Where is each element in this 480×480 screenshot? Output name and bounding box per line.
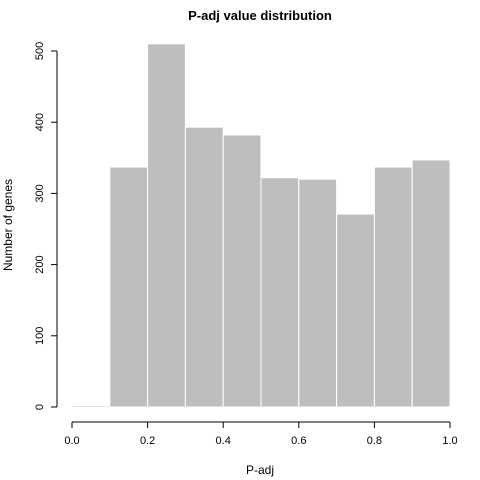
y-tick-label: 400 (34, 113, 46, 131)
histogram-bar (184, 126, 224, 408)
x-tick-label: 0.4 (216, 435, 231, 447)
histogram-bar (336, 213, 375, 408)
y-axis: 0 100 200 300 400 500 (34, 42, 58, 410)
histogram-bar (373, 166, 413, 408)
y-tick-label: 100 (34, 327, 46, 345)
chart-title: P-adj value distribution (188, 8, 332, 23)
histogram-bar (71, 405, 111, 408)
bars-group (71, 43, 451, 408)
y-tick-label: 300 (34, 184, 46, 202)
histogram-bar (147, 43, 186, 408)
y-axis-label: Number of genes (1, 179, 15, 271)
x-axis-label: P-adj (246, 463, 274, 477)
y-tick-label: 500 (34, 42, 46, 60)
x-tick-label: 0.6 (291, 435, 306, 447)
x-axis: 0.0 0.2 0.4 0.6 0.8 1.0 (64, 421, 458, 447)
x-tick-label: 1.0 (442, 435, 457, 447)
histogram-bar (298, 178, 338, 408)
x-tick-label: 0.2 (140, 435, 155, 447)
x-tick-label: 0.8 (367, 435, 382, 447)
histogram-bar (222, 134, 262, 408)
y-tick-label: 0 (34, 404, 46, 410)
histogram-bar (411, 159, 451, 408)
histogram-bar (260, 177, 300, 408)
histogram-bar (109, 166, 149, 408)
x-tick-label: 0.0 (64, 435, 79, 447)
y-tick-label: 200 (34, 255, 46, 273)
